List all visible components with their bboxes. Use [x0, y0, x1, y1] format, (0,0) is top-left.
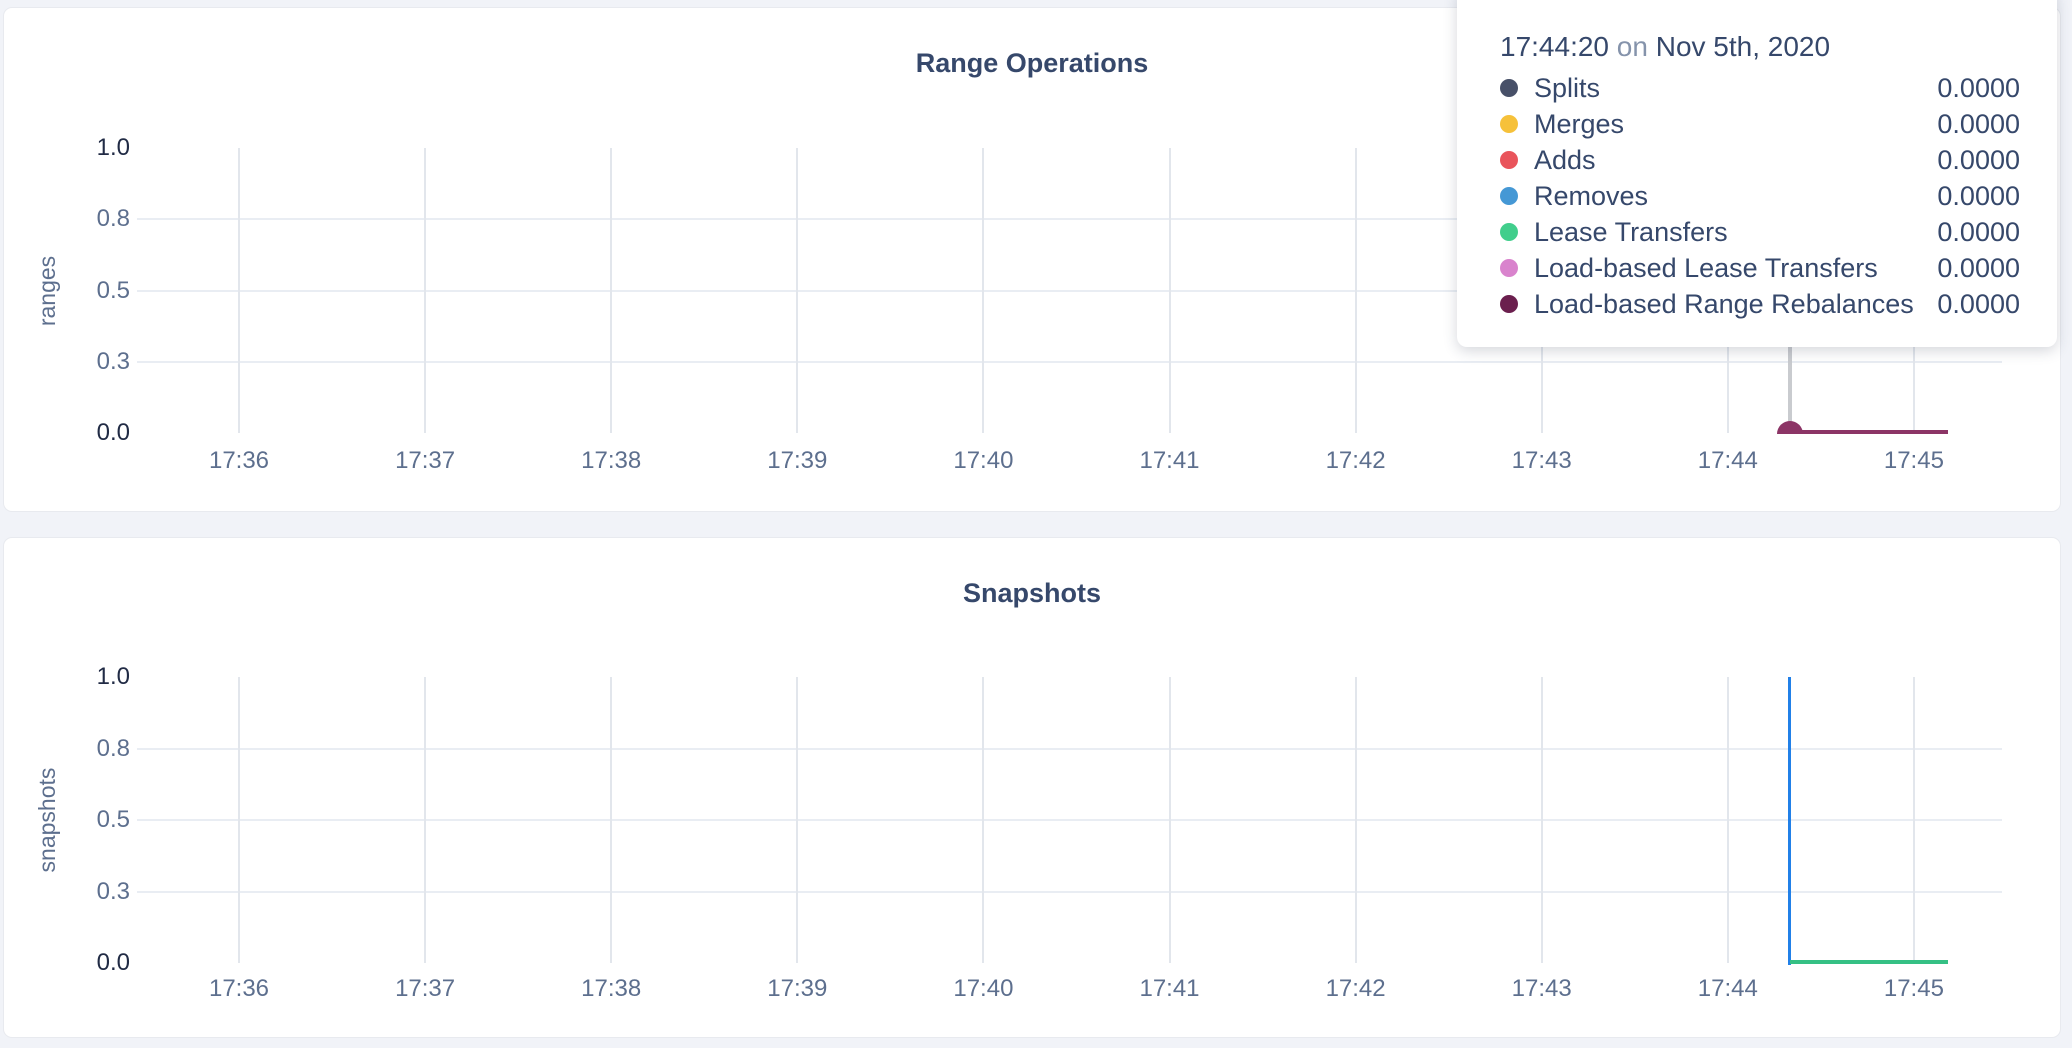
x-axis-tick-label: 17:41 [1139, 975, 1200, 1002]
v-gridline [1168, 148, 1171, 433]
tooltip-series-value: 0.0000 [1937, 252, 2020, 283]
y-axis-tick-label: 0.3 [96, 877, 130, 905]
x-axis-tick-label: 17:39 [767, 975, 828, 1002]
x-axis-tick-label: 17:44 [1697, 975, 1758, 1002]
y-axis-tick-label: 0.3 [96, 347, 130, 375]
h-gridline [137, 218, 2002, 221]
tooltip-series-value: 0.0000 [1937, 288, 2020, 319]
series-color-dot-splits [1500, 79, 1518, 97]
chart-title-snapshots: Snapshots [962, 578, 1102, 608]
tooltip-series-value: 0.0000 [1937, 144, 2020, 175]
tooltip-series-label: Removes [1534, 180, 1649, 211]
y-axis-tick-label: 0.0 [96, 949, 130, 976]
v-gridline [1726, 677, 1729, 963]
tooltip-row-splits: Splits 0.0000 [1500, 70, 2020, 106]
v-gridline [1168, 677, 1171, 963]
v-gridline [982, 677, 985, 963]
h-gridline [137, 819, 2002, 821]
tooltip-row-adds: Adds 0.0000 [1500, 142, 2020, 178]
y-axis-tick-label: 0.8 [96, 205, 130, 233]
series-color-dot-load-based-range-rebalances [1500, 295, 1518, 313]
v-gridline [610, 148, 613, 433]
x-axis-tick-label: 17:38 [581, 447, 642, 474]
x-axis-tick-label: 17:41 [1139, 447, 1200, 474]
tooltip-series-label: Splits [1534, 72, 1601, 103]
tooltip-row-load-based-lease-transfers: Load-based Lease Transfers 0.0000 [1500, 250, 2020, 286]
tooltip-row-removes: Removes 0.0000 [1500, 178, 2020, 214]
tooltip-row-load-based-range-rebalances: Load-based Range Rebalances 0.0000 [1500, 286, 2020, 322]
x-axis-tick-label: 17:36 [208, 975, 270, 1002]
series-line-load-based-range-rebalances [1789, 430, 1948, 434]
v-gridline [424, 677, 427, 963]
v-gridline [796, 148, 799, 433]
chart-title-range-operations: Range Operations [915, 48, 1149, 78]
v-gridline [982, 148, 985, 433]
series-color-dot-adds [1500, 151, 1518, 169]
tooltip-series-label: Load-based Range Rebalances [1534, 288, 1914, 319]
x-axis-tick-label: 17:38 [581, 975, 642, 1002]
v-gridline [1912, 677, 1915, 963]
x-axis-tick-label: 17:45 [1883, 447, 1944, 474]
y-axis-tick-label: 0.5 [96, 806, 130, 833]
h-gridline [137, 289, 2002, 292]
y-axis-tick-label: 1.0 [96, 134, 130, 161]
tooltip-series-label: Lease Transfers [1534, 216, 1728, 247]
x-axis-tick-label: 17:36 [208, 447, 270, 474]
y-axis-tick-label: 1.0 [96, 663, 130, 690]
tooltip-series-value: 0.0000 [1937, 180, 2020, 211]
x-axis-tick-label: 17:39 [767, 447, 828, 474]
series-line-snapshot-spike [1788, 677, 1792, 965]
tooltip-series-label: Adds [1534, 144, 1596, 175]
v-gridline [796, 677, 799, 963]
x-axis-tick-label: 17:37 [395, 447, 456, 474]
tooltip-series-value: 0.0000 [1937, 108, 2020, 139]
series-color-dot-lease-transfers [1500, 223, 1518, 241]
tooltip-series-label: Merges [1534, 108, 1625, 139]
series-color-dot-removes [1500, 187, 1518, 205]
tooltip-row-lease-transfers: Lease Transfers 0.0000 [1500, 214, 2020, 250]
tooltip-date: Nov 5th, 2020 [1655, 31, 1831, 62]
y-axis-tick-label: 0.0 [96, 419, 130, 446]
x-axis-tick-label: 17:40 [953, 975, 1014, 1002]
tooltip-row-merges: Merges 0.0000 [1500, 106, 2020, 142]
v-gridline [1354, 148, 1357, 433]
y-axis-tick-label: 0.5 [96, 276, 130, 304]
h-gridline [137, 747, 2002, 750]
series-line-snapshot-baseline [1789, 960, 1948, 964]
y-axis-unit-label: ranges [34, 255, 60, 326]
series-color-dot-load-based-lease-transfers [1500, 259, 1518, 277]
y-axis-tick-label: 0.8 [96, 734, 130, 762]
hover-point-dot [1776, 421, 1803, 434]
x-axis-tick-label: 17:40 [953, 447, 1014, 474]
v-gridline [424, 148, 427, 433]
v-gridline [238, 677, 240, 963]
x-axis-tick-label: 17:45 [1883, 975, 1944, 1002]
x-axis-tick-label: 17:42 [1325, 447, 1386, 474]
tooltip-series-value: 0.0000 [1937, 72, 2020, 103]
tooltip-on-word: on [1616, 31, 1648, 62]
x-axis-tick-label: 17:42 [1325, 975, 1386, 1002]
tooltip-title: 17:44:20 on Nov 5th, 2020 [1500, 30, 2020, 64]
hover-tooltip: 17:44:20 on Nov 5th, 2020 Splits 0.0000 Me… [1457, 0, 2057, 347]
tooltip-time: 17:44:20 [1500, 31, 1609, 62]
h-gridline [137, 360, 2002, 363]
series-color-dot-merges [1500, 115, 1518, 133]
x-axis-tick-label: 17:43 [1511, 447, 1572, 474]
v-gridline [1354, 677, 1357, 963]
tooltip-series-value: 0.0000 [1937, 216, 2020, 247]
h-gridline [137, 890, 2002, 893]
v-gridline [238, 148, 240, 433]
snapshots-plot-area[interactable] [137, 677, 2002, 963]
x-axis-tick-label: 17:44 [1697, 447, 1758, 474]
v-gridline [610, 677, 613, 963]
tooltip-series-label: Load-based Lease Transfers [1534, 252, 1878, 283]
x-axis-tick-label: 17:37 [395, 975, 456, 1002]
y-axis-unit-label: snapshots [34, 767, 60, 873]
snapshots-card: Snapshots [3, 537, 2061, 1038]
x-axis-tick-label: 17:43 [1511, 975, 1572, 1002]
tooltip-series-list: Splits 0.0000 Merges 0.0000 Adds 0.0000 Remove… [1500, 70, 2020, 322]
v-gridline [1540, 677, 1543, 963]
